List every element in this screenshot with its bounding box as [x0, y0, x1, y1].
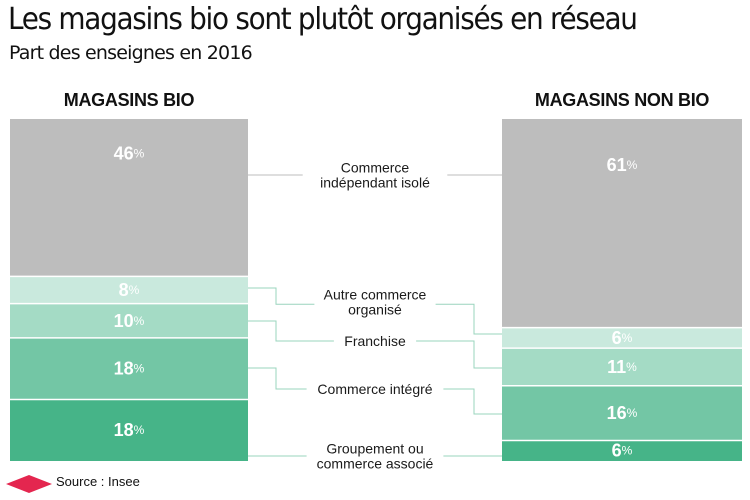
bar-segment-bio-2 — [10, 276, 248, 304]
category-label-2: organisé — [348, 302, 402, 318]
category-label-5: commerce associé — [317, 456, 434, 472]
category-label-1: indépendant isolé — [320, 175, 430, 191]
bar-segment-non-bio-3 — [502, 348, 742, 386]
value-label-bio-5: 18% — [114, 420, 145, 440]
chart-subtitle: Part des enseignes en 2016 — [9, 42, 253, 64]
category-label-3: Franchise — [344, 333, 406, 349]
bar-heading-bio: MAGASINS BIO — [63, 90, 195, 110]
category-label-2: Autre commerce — [324, 287, 427, 303]
source-logo-icon — [6, 475, 52, 493]
bar-segment-non-bio-5 — [502, 440, 742, 461]
value-label-non-bio-2: 6% — [612, 328, 633, 348]
value-label-bio-2: 8% — [119, 280, 140, 300]
bar-segment-non-bio-4 — [502, 385, 742, 441]
value-label-bio-1: 46% — [114, 144, 145, 164]
bar-segment-bio-4 — [10, 337, 248, 400]
connector-line-right-4 — [443, 388, 502, 415]
category-label-1: Commerce — [341, 160, 410, 176]
bar-heading-non-bio: MAGASINS NON BIO — [534, 90, 710, 110]
bar-segment-bio-3 — [10, 303, 248, 338]
value-label-bio-3: 10% — [114, 311, 145, 331]
chart-title: Les magasins bio sont plutôt organisés e… — [8, 2, 638, 37]
value-label-bio-4: 18% — [114, 359, 145, 379]
bar-segment-bio-5 — [10, 399, 248, 461]
bar-segment-non-bio-1 — [502, 119, 742, 328]
value-label-non-bio-5: 6% — [612, 441, 633, 461]
category-label-4: Commerce intégré — [317, 381, 432, 397]
connector-line-left-3 — [248, 320, 334, 342]
bar-segment-bio-1 — [10, 119, 248, 277]
connector-line-right-3 — [416, 340, 502, 369]
value-label-non-bio-4: 16% — [607, 403, 638, 423]
bar-segment-non-bio-2 — [502, 327, 742, 349]
connector-line-left-2 — [248, 287, 315, 305]
category-label-5: Groupement ou — [326, 441, 423, 457]
value-label-non-bio-3: 11% — [607, 357, 637, 377]
connector-line-right-2 — [435, 303, 502, 335]
connector-line-left-4 — [248, 367, 307, 390]
value-label-non-bio-1: 61% — [607, 155, 638, 175]
source-note: Source : Insee — [56, 474, 140, 489]
